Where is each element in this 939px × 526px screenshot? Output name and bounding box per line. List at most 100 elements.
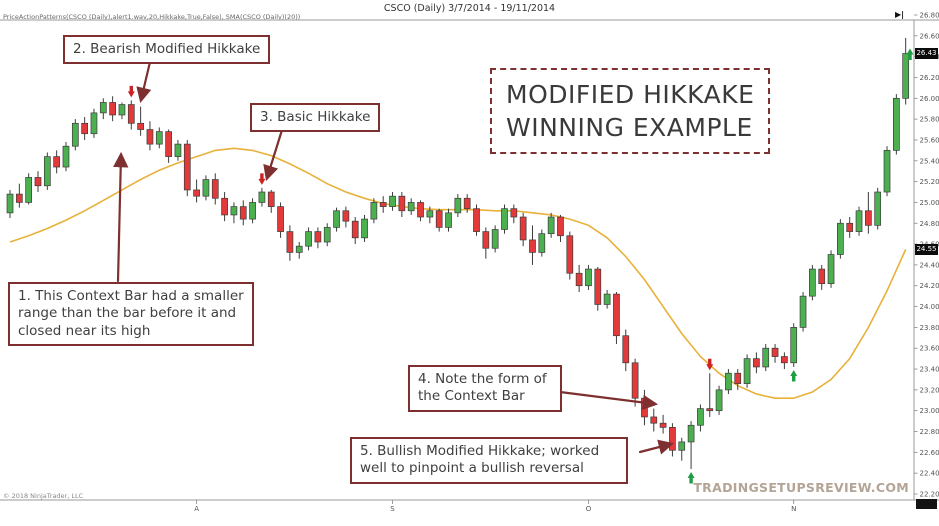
candlestick [846, 217, 854, 238]
candlestick [687, 421, 695, 470]
candlestick [725, 369, 732, 395]
candlestick [510, 204, 518, 224]
candlestick [585, 264, 592, 290]
last-price-marker: 26.43 [915, 48, 938, 60]
svg-text:25.60: 25.60 [920, 136, 939, 144]
candlestick [165, 129, 172, 163]
hikkake-signal-arrow-up [906, 48, 914, 61]
hikkake-signal-arrow-down [258, 173, 266, 185]
price-axis[interactable]: 26.8026.6026.4026.2026.0025.8025.6025.40… [914, 12, 939, 499]
annotation-note-5[interactable]: 5. Bullish Modified Hikkake; worked well… [350, 437, 628, 484]
hikkake-signal-arrow-down [127, 85, 135, 98]
signal-arrows [127, 48, 914, 484]
candlestick [491, 225, 499, 253]
candlestick [426, 206, 434, 224]
hikkake-signal-arrow-down [706, 358, 714, 371]
candles [6, 37, 910, 470]
candlestick [314, 227, 322, 249]
candlestick [183, 139, 191, 197]
candlestick [529, 225, 536, 265]
candlestick [258, 187, 266, 207]
chart-headline-box[interactable]: MODIFIED HIKKAKE WINNING EXAMPLE [490, 68, 771, 154]
svg-text:24.40: 24.40 [920, 261, 939, 269]
candlestick [305, 227, 312, 251]
watermark: TRADINGSETUPSREVIEW.COM [693, 480, 909, 495]
candlestick [99, 98, 107, 120]
candlestick [547, 212, 555, 238]
svg-text:A: A [194, 505, 199, 513]
candlestick [650, 408, 658, 432]
svg-text:23.40: 23.40 [920, 366, 939, 374]
svg-text:25.00: 25.00 [920, 199, 939, 207]
candlestick [137, 106, 144, 136]
hikkake-signal-arrow-up [790, 369, 798, 382]
scroll-to-end-icon[interactable]: ▶| [895, 10, 905, 19]
annotation-note-4[interactable]: 4. Note the form of the Context Bar [408, 365, 562, 412]
candlestick [193, 179, 200, 203]
candlestick [809, 264, 816, 301]
candlestick [435, 208, 443, 232]
candlestick [874, 187, 882, 230]
candlestick [81, 117, 88, 140]
candlestick [790, 323, 798, 367]
sma-line [9, 147, 907, 400]
candlestick [771, 344, 779, 363]
candlestick [445, 208, 452, 232]
candlestick [34, 171, 42, 193]
annotation-arrow-5 [638, 439, 674, 455]
svg-text:23.20: 23.20 [920, 386, 939, 394]
candlestick [351, 217, 359, 245]
candlestick [743, 354, 751, 388]
candlestick [613, 291, 620, 345]
candlestick [90, 108, 98, 138]
candlestick [62, 142, 70, 172]
candlestick [249, 198, 256, 224]
candlestick [323, 223, 331, 247]
candlestick [603, 289, 611, 309]
candlestick [678, 437, 686, 461]
candlestick [641, 389, 648, 426]
svg-text:N: N [791, 505, 796, 513]
annotation-note-3[interactable]: 3. Basic Hikkake [250, 103, 381, 133]
svg-text:26.20: 26.20 [920, 74, 939, 82]
annotation-note-2[interactable]: 2. Bearish Modified Hikkake [63, 35, 271, 65]
candlestick [902, 37, 910, 105]
candlestick [799, 291, 807, 332]
annotation-arrow-3 [263, 128, 284, 181]
candlestick [631, 358, 639, 407]
candles-and-axes: 26.8026.6026.4026.2026.0025.8025.6025.40… [6, 12, 939, 513]
candlestick [230, 202, 238, 224]
candlestick [818, 264, 826, 290]
candlestick [837, 219, 844, 259]
candlestick [398, 192, 406, 218]
annotation-arrow-1 [113, 151, 129, 283]
svg-text:22.20: 22.20 [920, 490, 939, 498]
candlestick [855, 206, 863, 236]
candlestick [342, 206, 350, 228]
candlestick [538, 229, 546, 257]
candlestick [557, 214, 564, 243]
candlestick [221, 192, 228, 222]
candlestick [361, 214, 368, 243]
annotation-note-1[interactable]: 1. This Context Bar had a smaller range … [8, 282, 254, 346]
candlestick [295, 242, 303, 259]
svg-text:24.00: 24.00 [920, 303, 939, 311]
candlestick [715, 385, 723, 415]
annotation-arrow-4 [558, 390, 659, 411]
candlestick [379, 196, 387, 213]
candlestick [174, 139, 182, 161]
svg-text:26.60: 26.60 [920, 32, 939, 40]
indicator-label: PriceActionPatterns(CSCO (Daily),alert1.… [3, 13, 301, 21]
svg-text:23.00: 23.00 [920, 407, 939, 415]
candlestick [706, 373, 714, 417]
axis-corner-box [916, 499, 937, 509]
candlestick [865, 192, 872, 234]
candlestick [239, 200, 247, 226]
candlestick [622, 329, 630, 372]
candlestick [482, 227, 490, 259]
candlestick [566, 231, 574, 280]
candlestick [463, 194, 471, 213]
